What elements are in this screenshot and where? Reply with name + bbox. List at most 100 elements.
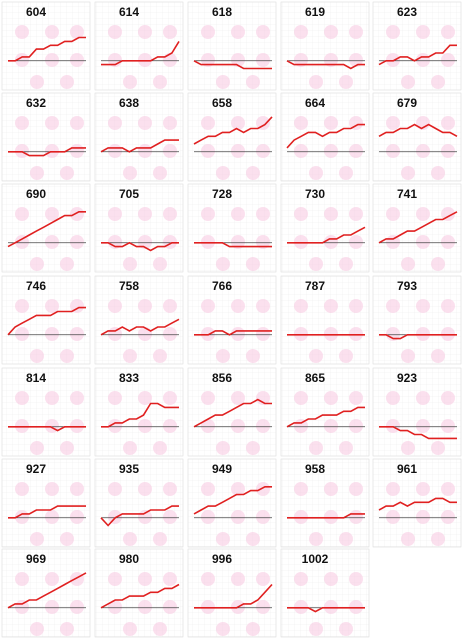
- watermark: [401, 166, 415, 180]
- watermark: [138, 144, 152, 158]
- watermark: [15, 391, 29, 405]
- watermark: [309, 622, 323, 636]
- watermark: [416, 482, 430, 496]
- panel: [372, 1, 462, 91]
- watermark: [201, 144, 215, 158]
- watermark: [246, 349, 260, 363]
- watermark: [386, 391, 400, 405]
- watermark: [138, 419, 152, 433]
- watermark: [163, 600, 177, 614]
- watermark: [138, 482, 152, 496]
- watermark: [256, 299, 270, 313]
- watermark: [231, 572, 245, 586]
- watermark: [15, 327, 29, 341]
- watermark: [441, 144, 455, 158]
- watermark: [246, 257, 260, 271]
- watermark: [15, 572, 29, 586]
- panel: [280, 367, 370, 457]
- watermark: [256, 510, 270, 524]
- chart-title: 856: [212, 371, 232, 385]
- watermark: [123, 75, 137, 89]
- watermark: [401, 349, 415, 363]
- watermark: [256, 600, 270, 614]
- watermark: [45, 116, 59, 130]
- watermark: [123, 349, 137, 363]
- watermark: [324, 116, 338, 130]
- watermark: [15, 482, 29, 496]
- chart-title: 766: [212, 279, 232, 293]
- watermark: [153, 349, 167, 363]
- watermark: [45, 235, 59, 249]
- watermark: [138, 25, 152, 39]
- chart-title: 787: [305, 279, 325, 293]
- watermark: [138, 600, 152, 614]
- data-line: [8, 147, 86, 157]
- watermark: [153, 257, 167, 271]
- watermark: [339, 622, 353, 636]
- data-line: [7, 211, 86, 248]
- watermark: [138, 299, 152, 313]
- watermark: [441, 510, 455, 524]
- watermark: [15, 299, 29, 313]
- watermark: [231, 144, 245, 158]
- data-line: [100, 139, 179, 153]
- watermark: [416, 510, 430, 524]
- panel: [1, 1, 91, 91]
- chart-title: 638: [119, 96, 139, 110]
- watermark: [401, 257, 415, 271]
- watermark: [386, 207, 400, 221]
- watermark: [231, 235, 245, 249]
- panel: [280, 1, 370, 91]
- watermark: [216, 349, 230, 363]
- watermark: [294, 207, 308, 221]
- watermark: [45, 207, 59, 221]
- watermark: [45, 600, 59, 614]
- watermark: [231, 299, 245, 313]
- data-line: [100, 505, 179, 527]
- watermark: [416, 299, 430, 313]
- watermark: [309, 349, 323, 363]
- panel: [280, 183, 370, 273]
- watermark: [138, 510, 152, 524]
- watermark: [231, 391, 245, 405]
- data-line: [193, 485, 272, 515]
- watermark: [70, 327, 84, 341]
- data-line: [286, 60, 365, 70]
- data-line: [286, 123, 365, 149]
- watermark: [349, 144, 363, 158]
- data-line: [378, 44, 457, 66]
- watermark: [441, 235, 455, 249]
- panel: [372, 275, 462, 365]
- watermark: [108, 116, 122, 130]
- panel: [372, 183, 462, 273]
- watermark: [163, 53, 177, 67]
- data-line: [378, 497, 457, 511]
- panel: [280, 458, 370, 548]
- watermark: [163, 207, 177, 221]
- watermark: [30, 349, 44, 363]
- chart-title: 865: [305, 371, 325, 385]
- panel: [94, 275, 184, 365]
- watermark: [339, 75, 353, 89]
- watermark: [70, 299, 84, 313]
- watermark: [70, 572, 84, 586]
- watermark: [108, 482, 122, 496]
- panel: [372, 367, 462, 457]
- chart-title: 793: [397, 279, 417, 293]
- watermark: [70, 207, 84, 221]
- watermark: [324, 53, 338, 67]
- watermark: [294, 572, 308, 586]
- watermark: [339, 441, 353, 455]
- panel: [280, 548, 370, 638]
- panel: [187, 183, 277, 273]
- watermark: [416, 235, 430, 249]
- chart-title: 949: [212, 462, 232, 476]
- data-line: [100, 583, 180, 609]
- watermark: [441, 53, 455, 67]
- panel: [187, 275, 277, 365]
- panel: [94, 1, 184, 91]
- watermark: [324, 25, 338, 39]
- watermark: [231, 116, 245, 130]
- watermark: [216, 75, 230, 89]
- watermark: [339, 257, 353, 271]
